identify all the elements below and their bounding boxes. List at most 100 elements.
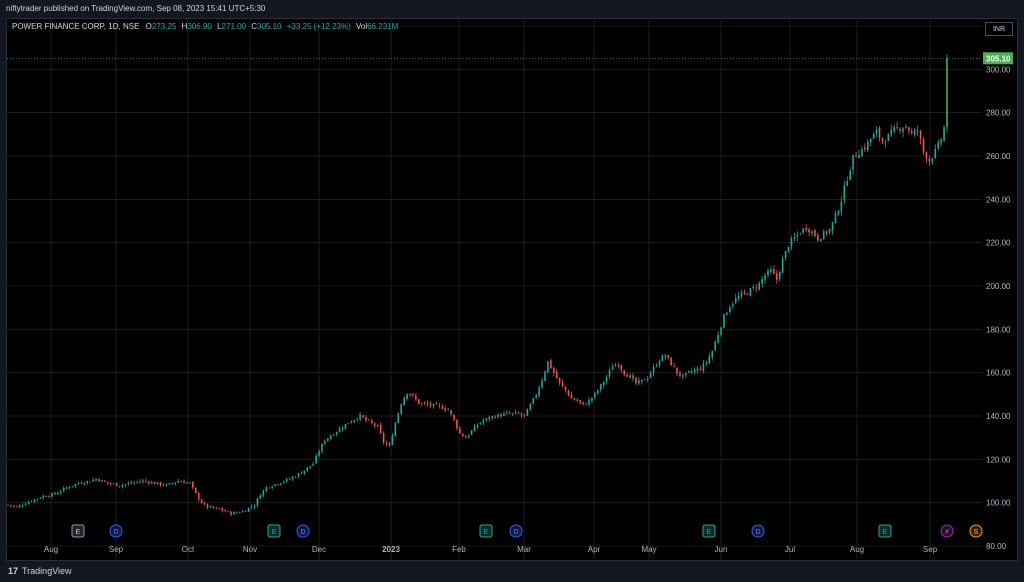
- publisher-bar: niftytrader published on TradingView.com…: [0, 0, 1024, 18]
- candle-body: [643, 379, 646, 381]
- candle-body: [315, 455, 317, 464]
- candle-body: [687, 370, 690, 373]
- candle-body: [397, 413, 400, 424]
- candle-body: [902, 128, 904, 132]
- y-tick-label: 300.00: [986, 65, 1011, 74]
- x-tick-label: 2023: [382, 545, 400, 554]
- candle-body: [288, 478, 291, 480]
- candle-body: [913, 130, 916, 135]
- candle-body: [356, 419, 358, 421]
- candle-body: [567, 390, 570, 396]
- candle-body: [453, 414, 455, 420]
- candle-body: [318, 451, 320, 456]
- x-tick-label: Aug: [44, 545, 58, 554]
- volume-value: 66.231M: [367, 22, 399, 31]
- candle-body: [415, 395, 417, 400]
- candle-body: [658, 361, 661, 366]
- candle-body: [218, 507, 221, 509]
- chart-frame[interactable]: [6, 18, 1018, 561]
- candle-body: [558, 377, 561, 383]
- candle-body: [896, 126, 898, 128]
- candle-body: [752, 286, 755, 288]
- candle-body: [479, 422, 482, 425]
- candle-body: [544, 371, 546, 381]
- candle-body: [784, 250, 787, 258]
- candle-body: [277, 484, 279, 486]
- candle-body: [905, 126, 907, 128]
- symbol-legend: POWER FINANCE CORP, 1D, NSE O273.25 H306…: [12, 22, 398, 31]
- y-tick-label: 100.00: [986, 499, 1011, 508]
- candle-body: [729, 307, 731, 312]
- candle-body: [109, 482, 112, 484]
- candle-body: [89, 481, 91, 483]
- candle-body: [685, 372, 687, 376]
- event-marker-dividend: [109, 524, 123, 538]
- candle-body: [192, 481, 194, 488]
- event-marker-earnings: [702, 524, 716, 538]
- candle-body: [767, 270, 769, 275]
- candle-body: [611, 367, 614, 371]
- candle-body: [547, 361, 549, 373]
- candle-body: [438, 404, 441, 406]
- candle-body: [359, 414, 361, 420]
- candle-body: [221, 508, 224, 511]
- candle-body: [118, 486, 121, 488]
- candle-body: [943, 127, 945, 141]
- candle-body: [520, 413, 523, 415]
- candle-body: [30, 501, 33, 503]
- candle-body: [130, 482, 133, 484]
- candle-body: [579, 400, 582, 403]
- candle-body: [121, 484, 124, 487]
- marker-layer: E D E D E D E D E ⚡ S: [71, 524, 983, 538]
- candle-body: [802, 228, 805, 233]
- candle-body: [197, 492, 200, 500]
- candle-body: [338, 428, 341, 433]
- candle-body: [136, 481, 138, 483]
- event-marker-label: E: [883, 529, 888, 536]
- candle-body: [13, 505, 15, 507]
- currency-button[interactable]: INR: [985, 22, 1013, 36]
- candle-body: [925, 152, 928, 159]
- candle-body: [749, 288, 752, 296]
- tradingview-logo[interactable]: 17 TradingView: [8, 561, 72, 582]
- candle-body: [770, 269, 772, 272]
- event-marker-label: E: [76, 529, 81, 536]
- candle-body: [215, 507, 218, 509]
- candle-body: [256, 498, 259, 506]
- candle-body: [825, 231, 828, 234]
- candle-body: [194, 487, 197, 494]
- candle-body: [679, 372, 681, 376]
- candle-body: [526, 408, 529, 416]
- candle-body: [702, 363, 705, 371]
- candle-body: [470, 430, 473, 435]
- candle-body: [183, 481, 185, 484]
- candle-body: [54, 492, 56, 495]
- candle-body: [717, 334, 719, 343]
- y-tick-label: 160.00: [986, 369, 1011, 378]
- candle-body: [274, 484, 276, 486]
- candle-body: [940, 139, 942, 144]
- candle-body: [670, 357, 672, 366]
- candle-body: [937, 141, 940, 149]
- y-tick-label: 180.00: [986, 325, 1011, 334]
- candle-body: [459, 428, 461, 434]
- axis-layer: 80.00 100.00 120.00 140.00 160.00 180.00 200.0…: [7, 22, 1013, 554]
- candle-body: [705, 362, 708, 364]
- candle-body: [309, 466, 312, 468]
- candle-body: [42, 495, 45, 499]
- candle-body: [373, 423, 376, 426]
- last-price-label: 305.10: [986, 54, 1011, 63]
- candle-body: [385, 442, 388, 444]
- candle-body: [934, 148, 937, 158]
- candle-body: [834, 213, 837, 223]
- high-label: H: [181, 22, 188, 31]
- candle-body: [799, 233, 802, 235]
- event-marker-label: D: [755, 529, 760, 536]
- candle-body: [291, 476, 294, 480]
- y-tick-label: 120.00: [986, 455, 1011, 464]
- candle-body: [236, 512, 238, 514]
- candle-body: [910, 131, 913, 134]
- symbol-title[interactable]: POWER FINANCE CORP, 1D, NSE: [12, 22, 140, 31]
- y-tick-label: 140.00: [986, 412, 1011, 421]
